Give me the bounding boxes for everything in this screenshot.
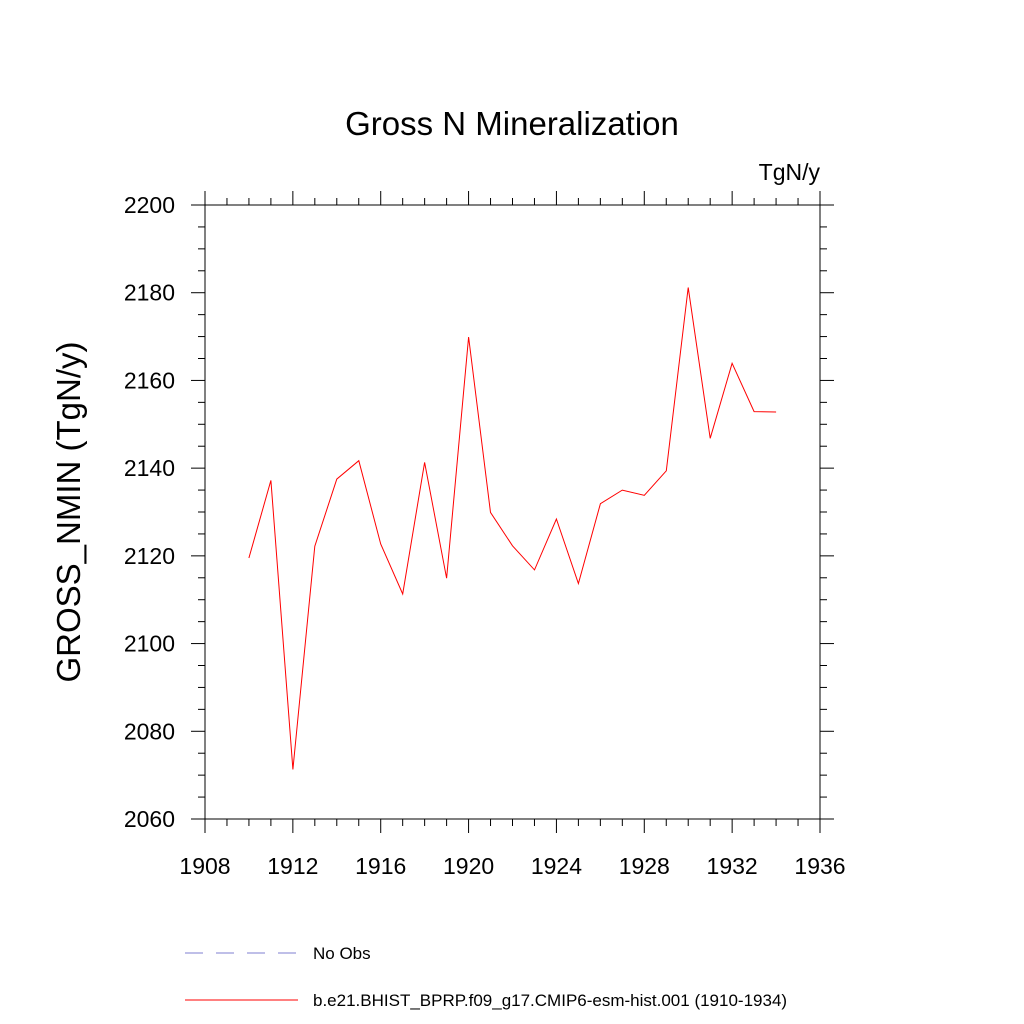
- y-tick-label: 2140: [124, 455, 175, 481]
- legend: No Obs b.e21.BHIST_BPRP.f09_g17.CMIP6-es…: [185, 944, 787, 1010]
- units-label: TgN/y: [759, 159, 821, 185]
- y-tick-label: 2120: [124, 543, 175, 569]
- y-tick-label: 2160: [124, 367, 175, 393]
- legend-label-model-run: b.e21.BHIST_BPRP.f09_g17.CMIP6-esm-hist.…: [313, 991, 787, 1010]
- x-tick-label: 1912: [267, 853, 318, 879]
- x-tick-label: 1908: [179, 853, 230, 879]
- x-tick-label: 1928: [619, 853, 670, 879]
- x-tick-label: 1916: [355, 853, 406, 879]
- chart-title: Gross N Mineralization: [345, 105, 679, 142]
- x-tick-label: 1936: [794, 853, 845, 879]
- x-tick-label: 1932: [707, 853, 758, 879]
- y-tick-label: 2200: [124, 192, 175, 218]
- plot-frame: [204, 204, 821, 820]
- y-tick-label: 2080: [124, 718, 175, 744]
- x-tick-label: 1920: [443, 853, 494, 879]
- y-tick-label: 2180: [124, 280, 175, 306]
- legend-label-no-obs: No Obs: [313, 944, 371, 963]
- data-series-line: [248, 287, 777, 770]
- y-tick-label: 2100: [124, 631, 175, 657]
- series-layer: [248, 287, 777, 770]
- x-tick-label: 1924: [531, 853, 582, 879]
- axis-ticks: [191, 191, 834, 833]
- y-tick-label: 2060: [124, 806, 175, 832]
- axis-tick-labels: 1908 1912 1916 1920 1924 1928 1932 1936 2060 2080…: [124, 192, 846, 879]
- y-axis-label: GROSS_NMIN (TgN/y): [50, 341, 87, 682]
